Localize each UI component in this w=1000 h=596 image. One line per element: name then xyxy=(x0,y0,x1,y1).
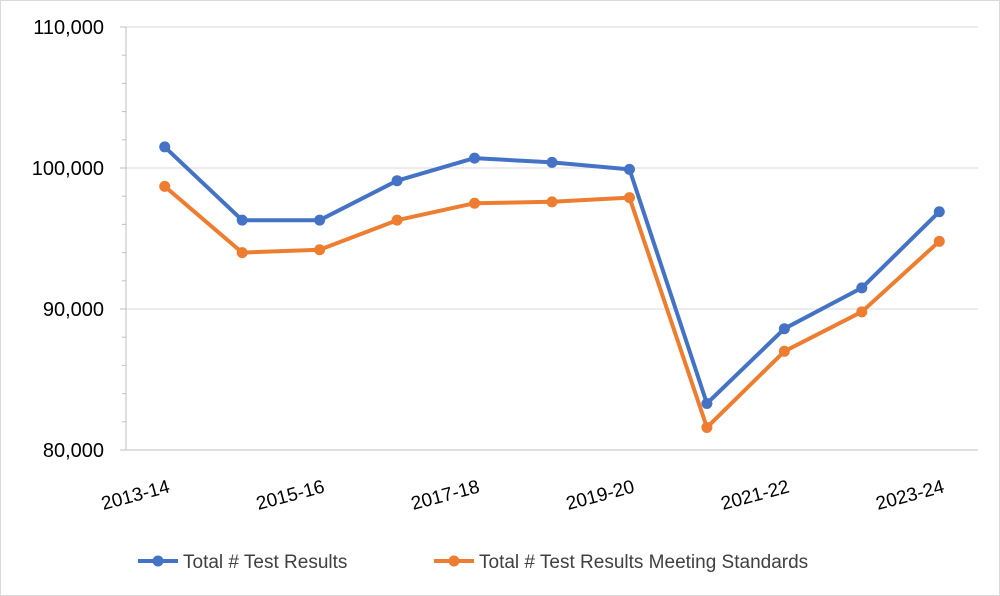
data-point xyxy=(856,306,868,318)
data-point xyxy=(391,214,403,226)
x-tick-label: 2019-20 xyxy=(564,477,637,515)
x-tick-label: 2021-22 xyxy=(719,477,792,515)
x-tick-label: 2013-14 xyxy=(99,476,172,514)
legend-swatch-marker-0 xyxy=(152,555,164,567)
x-tick-label: 2017-18 xyxy=(409,477,482,515)
y-tick-label: 100,000 xyxy=(32,158,104,180)
data-point xyxy=(236,247,248,259)
y-tick-label: 110,000 xyxy=(33,17,104,39)
data-point xyxy=(159,180,171,192)
data-point xyxy=(391,175,403,187)
x-tick-labels: 2013-14 2015-16 2017-18 2019-20 2021-22 2023-… xyxy=(99,476,947,514)
y-tick-labels: 80,000 90,000 100,000 110,000 xyxy=(32,17,104,462)
legend: Total # Test Results Total # Test Results… xyxy=(138,552,808,573)
data-point xyxy=(546,196,558,208)
legend-label-0: Total # Test Results xyxy=(183,552,347,573)
legend-label-1: Total # Test Results Meeting Standards xyxy=(479,552,808,573)
data-point xyxy=(159,141,171,153)
y-tick-label: 90,000 xyxy=(43,299,104,321)
data-point xyxy=(778,323,790,335)
y-tick-label: 80,000 xyxy=(43,440,104,462)
data-point xyxy=(701,397,713,409)
grid-lines xyxy=(126,26,978,310)
data-point xyxy=(623,192,635,204)
data-point xyxy=(469,197,481,209)
data-point xyxy=(778,345,790,357)
axes xyxy=(120,26,978,451)
series-group xyxy=(159,141,945,433)
legend-swatch-marker-1 xyxy=(448,555,460,567)
data-point xyxy=(469,152,481,164)
data-point xyxy=(856,282,868,294)
data-point xyxy=(701,421,713,433)
data-point xyxy=(933,235,945,247)
data-point xyxy=(236,214,248,226)
series-line-0 xyxy=(162,144,942,406)
data-point xyxy=(623,163,635,175)
x-tick-label: 2023-24 xyxy=(874,476,947,514)
data-point xyxy=(314,244,326,256)
data-point xyxy=(933,206,945,218)
data-point xyxy=(546,156,558,168)
x-tick-label: 2015-16 xyxy=(254,477,327,515)
data-point xyxy=(314,214,326,226)
